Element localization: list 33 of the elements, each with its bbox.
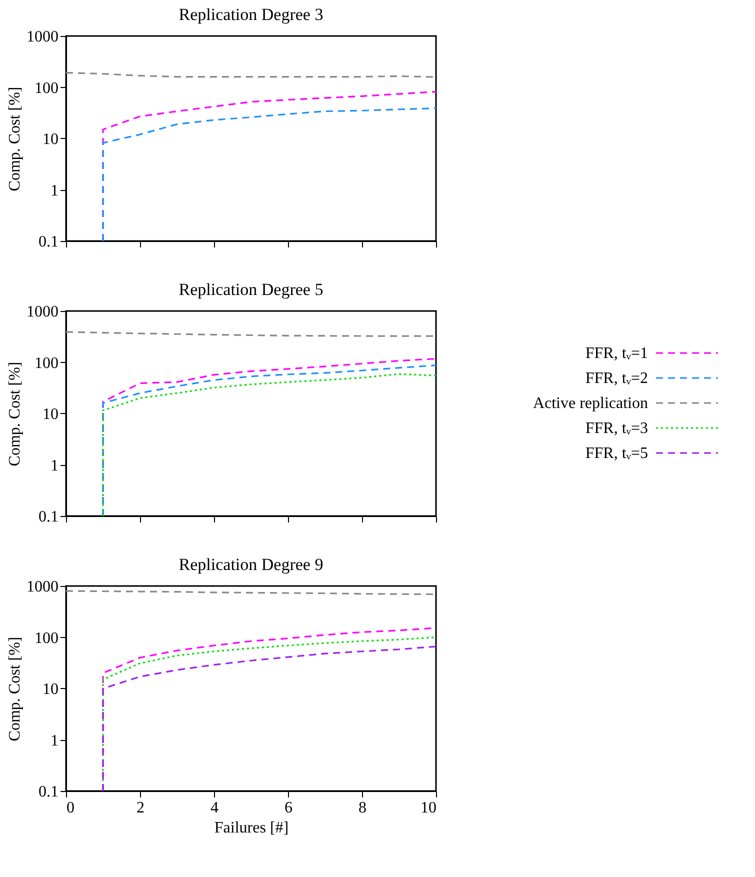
legend-label: Active replication [532, 395, 648, 412]
chart-title: Replication Degree 9 [178, 555, 324, 574]
y-tick-label: 1000 [26, 304, 58, 320]
x-tick-label: 8 [358, 800, 366, 816]
x-tick-label: 0 [66, 800, 74, 816]
y-tick-label: 1 [50, 732, 58, 750]
y-axis-title: Comp. Cost [%] [6, 86, 24, 192]
y-tick-label: 10 [42, 131, 58, 148]
x-tick-label: 10 [420, 800, 436, 816]
y-tick-label: 100 [34, 80, 58, 97]
legend-label: FFR, tᵥ=2 [585, 370, 648, 387]
y-axis-title: Comp. Cost [%] [6, 362, 24, 466]
y-tick-label: 1000 [26, 28, 58, 46]
legend-label: FFR, tᵥ=5 [585, 445, 648, 462]
y-tick-label: 1 [50, 182, 58, 200]
y-axis-title: Comp. Cost [%] [6, 636, 24, 742]
x-tick-label: 4 [210, 800, 218, 816]
chart-title: Replication Degree 3 [178, 5, 324, 24]
x-tick-label: 6 [284, 800, 292, 816]
y-tick-label: 10 [42, 681, 58, 698]
y-tick-label: 0.1 [38, 508, 58, 526]
y-tick-label: 100 [34, 630, 58, 647]
y-tick-label: 1000 [26, 578, 58, 596]
legend-label: FFR, tᵥ=3 [585, 420, 648, 437]
y-tick-label: 0.1 [38, 784, 58, 800]
y-tick-label: 0.1 [38, 234, 58, 250]
legend-label: FFR, tᵥ=1 [585, 345, 648, 362]
chart-title: Replication Degree 5 [178, 280, 324, 299]
y-tick-label: 100 [34, 354, 58, 372]
x-tick-label: 2 [136, 800, 144, 816]
y-tick-label: 1 [50, 457, 58, 474]
y-tick-label: 10 [42, 406, 58, 423]
x-axis-title: Failures [#] [214, 820, 289, 836]
